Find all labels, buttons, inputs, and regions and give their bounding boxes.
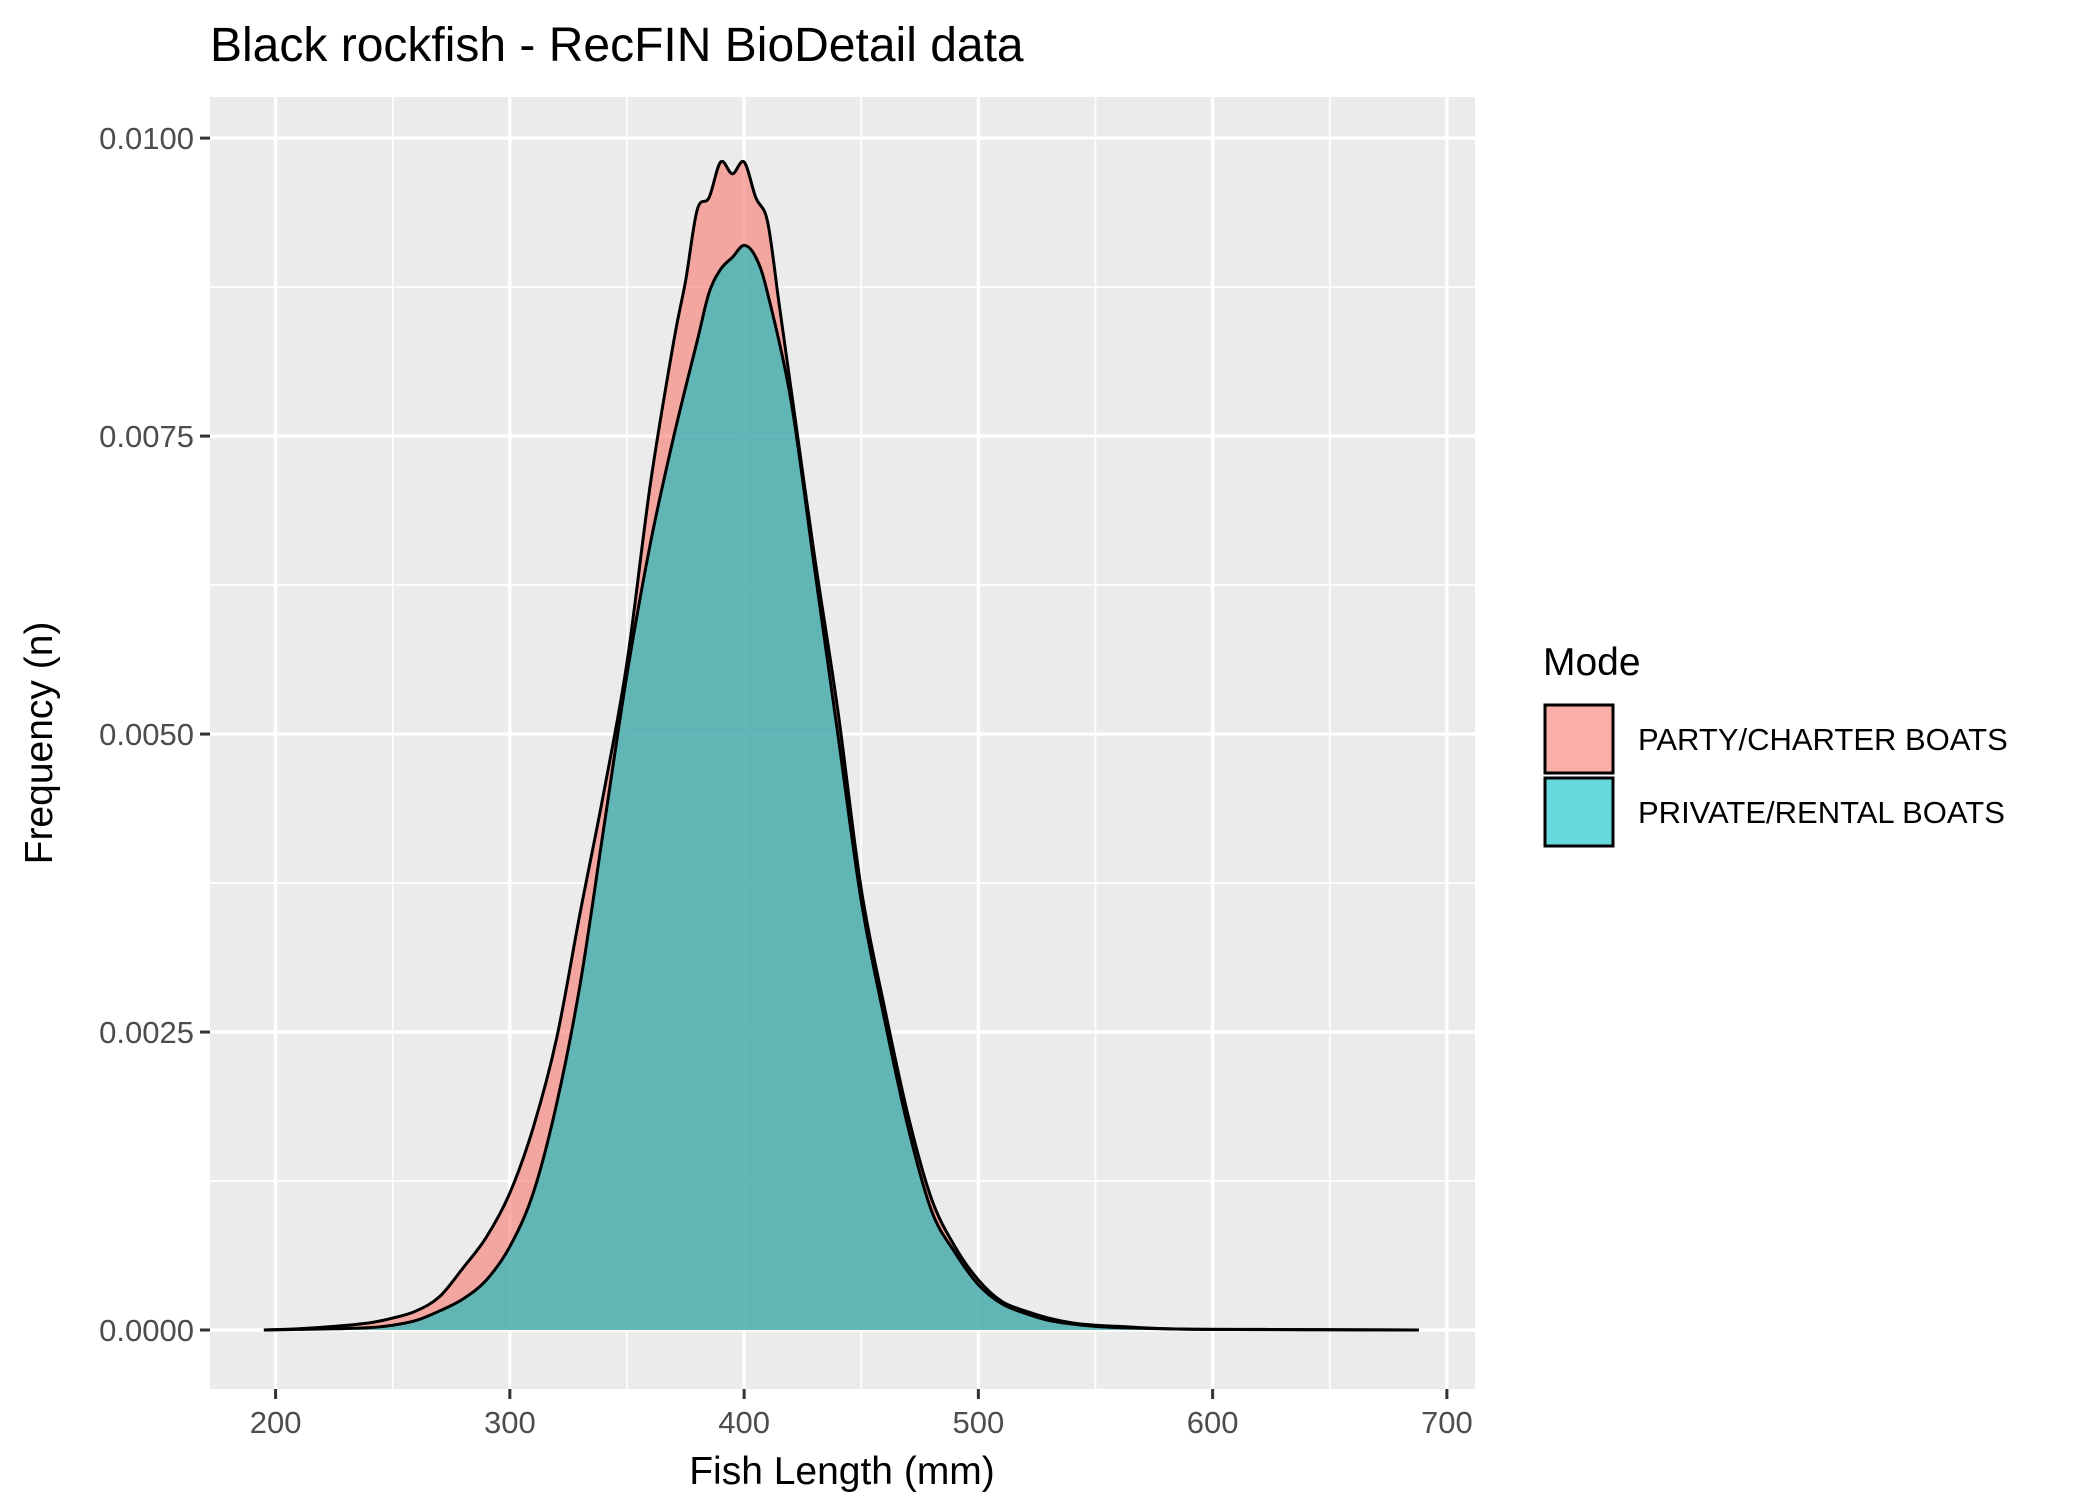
- chart-title: Black rockfish - RecFIN BioDetail data: [210, 19, 1024, 72]
- y-tick-label: 0.0000: [99, 1313, 194, 1348]
- x-tick-label: 700: [1421, 1405, 1473, 1440]
- legend-label-party-charter: PARTY/CHARTER BOATS: [1638, 722, 2008, 757]
- y-axis: 0.0000 0.0025 0.0050 0.0075 0.0100: [99, 121, 210, 1348]
- density-line-party-charter: [263, 159, 1419, 1332]
- legend-swatch-private-rental: [1543, 776, 1615, 848]
- x-tick-label: 600: [1187, 1405, 1239, 1440]
- legend-title: Mode: [1543, 641, 1641, 684]
- y-tick-label: 0.0075: [99, 419, 194, 454]
- y-tick-label: 0.0025: [99, 1015, 194, 1050]
- legend-swatch-party-charter: [1543, 703, 1615, 775]
- x-tick-label: 400: [718, 1405, 770, 1440]
- density-areas: [263, 159, 1419, 1332]
- density-area-private-rental: [263, 245, 1419, 1330]
- x-tick-label: 200: [250, 1405, 302, 1440]
- legend-label-private-rental: PRIVATE/RENTAL BOATS: [1638, 795, 2005, 830]
- x-tick-label: 500: [953, 1405, 1005, 1440]
- y-tick-label: 0.0050: [99, 717, 194, 752]
- x-tick-label: 300: [484, 1405, 536, 1440]
- x-axis: 200 300 400 500 600 700: [250, 1389, 1473, 1440]
- y-axis-title: Frequency (n): [18, 622, 61, 865]
- legend: Mode PARTY/CHARTER BOATS PRIVATE/RENTAL …: [1543, 641, 2008, 848]
- y-tick-label: 0.0100: [99, 121, 194, 156]
- x-axis-title: Fish Length (mm): [689, 1450, 995, 1493]
- density-line-private-rental: [263, 243, 1419, 1332]
